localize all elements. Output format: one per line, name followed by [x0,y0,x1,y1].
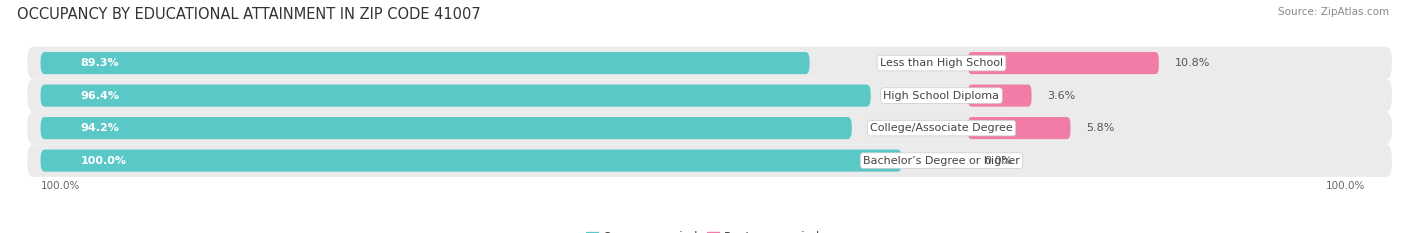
Text: 96.4%: 96.4% [80,91,120,101]
Text: Less than High School: Less than High School [880,58,1002,68]
Text: Source: ZipAtlas.com: Source: ZipAtlas.com [1278,7,1389,17]
FancyBboxPatch shape [27,144,1392,177]
FancyBboxPatch shape [27,79,1392,112]
FancyBboxPatch shape [41,117,852,139]
FancyBboxPatch shape [41,150,901,172]
Text: 100.0%: 100.0% [41,181,80,191]
Text: 5.8%: 5.8% [1087,123,1115,133]
FancyBboxPatch shape [41,85,870,107]
FancyBboxPatch shape [967,117,1070,139]
FancyBboxPatch shape [27,112,1392,144]
Text: College/Associate Degree: College/Associate Degree [870,123,1012,133]
Text: Bachelor’s Degree or higher: Bachelor’s Degree or higher [863,156,1019,166]
FancyBboxPatch shape [41,52,810,74]
Text: OCCUPANCY BY EDUCATIONAL ATTAINMENT IN ZIP CODE 41007: OCCUPANCY BY EDUCATIONAL ATTAINMENT IN Z… [17,7,481,22]
Text: 10.8%: 10.8% [1174,58,1211,68]
Text: 3.6%: 3.6% [1047,91,1076,101]
Text: 89.3%: 89.3% [80,58,120,68]
FancyBboxPatch shape [27,47,1392,79]
Text: 100.0%: 100.0% [1326,181,1365,191]
Text: 0.0%: 0.0% [984,156,1012,166]
Text: 94.2%: 94.2% [80,123,120,133]
Text: 100.0%: 100.0% [80,156,127,166]
Legend: Owner-occupied, Renter-occupied: Owner-occupied, Renter-occupied [581,226,825,233]
Text: High School Diploma: High School Diploma [883,91,1000,101]
FancyBboxPatch shape [967,85,1032,107]
FancyBboxPatch shape [967,52,1159,74]
